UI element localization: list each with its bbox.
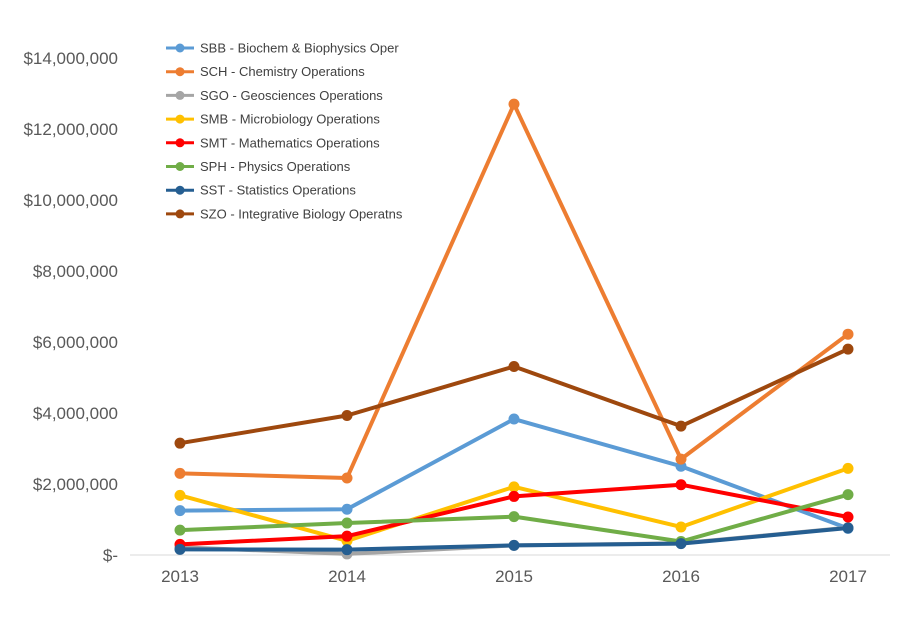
data-point (174, 467, 186, 479)
data-point (508, 481, 520, 493)
legend-swatch-marker (175, 43, 185, 53)
legend-item: SST - Statistics Operations (166, 183, 356, 198)
y-tick-label: $8,000,000 (33, 262, 118, 281)
y-tick-label: $14,000,000 (23, 49, 118, 68)
legend-label: SMT - Mathematics Operations (200, 135, 380, 150)
legend-swatch-marker (175, 162, 185, 171)
data-point (675, 538, 687, 550)
y-tick-label: $6,000,000 (33, 333, 118, 352)
data-point (341, 544, 353, 556)
y-tick-label: $2,000,000 (33, 475, 118, 494)
y-tick-label: $4,000,000 (33, 404, 118, 423)
data-point (174, 524, 186, 536)
legend-item: SBB - Biochem & Biophysics Oper (166, 41, 399, 56)
data-point (341, 517, 353, 529)
legend-item: SPH - Physics Operations (166, 159, 351, 174)
legend-label: SBB - Biochem & Biophysics Oper (200, 41, 399, 56)
data-point (842, 462, 854, 474)
legend-item: SZO - Integrative Biology Operatns (166, 206, 403, 221)
data-point (174, 543, 186, 555)
legend-swatch-marker (175, 114, 185, 124)
data-point (842, 522, 854, 534)
data-point (508, 413, 520, 425)
legend-label: SZO - Integrative Biology Operatns (200, 206, 403, 221)
y-tick-labels: $- $2,000,000 $4,000,000 $6,000,000 $8,000,0… (23, 49, 118, 565)
x-tick-label: 2014 (328, 567, 366, 586)
data-point (675, 420, 687, 432)
x-tick-labels: 2013 2014 2015 2016 2017 (161, 567, 867, 586)
x-tick-label: 2013 (161, 567, 199, 586)
legend-item: SMB - Microbiology Operations (166, 112, 380, 127)
legend: SBB - Biochem & Biophysics Oper SCH - Che… (166, 41, 403, 221)
data-point (341, 530, 353, 542)
series-line (178, 466, 850, 543)
legend-item: SMT - Mathematics Operations (166, 135, 380, 150)
data-point (174, 437, 186, 449)
y-tick-label: $12,000,000 (23, 120, 118, 139)
data-point (508, 539, 520, 551)
data-point (174, 505, 186, 517)
data-point (508, 511, 520, 523)
legend-item: SGO - Geosciences Operations (166, 88, 383, 103)
y-tick-label: $- (103, 546, 118, 565)
legend-swatch-marker (175, 90, 185, 100)
legend-swatch-marker (175, 185, 185, 195)
legend-swatch-marker (175, 209, 185, 219)
legend-swatch-marker (175, 138, 185, 148)
x-tick-label: 2015 (495, 567, 533, 586)
data-point (675, 453, 687, 465)
data-point (675, 521, 687, 533)
legend-swatch-marker (175, 67, 185, 77)
data-point (842, 328, 854, 340)
x-tick-label: 2016 (662, 567, 700, 586)
data-point (508, 360, 520, 372)
legend-label: SCH - Chemistry Operations (200, 64, 365, 79)
data-point (508, 490, 520, 502)
series-lines (174, 98, 854, 560)
legend-label: SPH - Physics Operations (200, 159, 351, 174)
data-point (174, 489, 186, 501)
series (174, 489, 854, 548)
legend-item: SCH - Chemistry Operations (166, 64, 365, 79)
data-point (842, 511, 854, 523)
data-point (341, 503, 353, 515)
data-point (842, 489, 854, 501)
legend-label: SMB - Microbiology Operations (200, 112, 380, 127)
y-tick-label: $10,000,000 (23, 191, 118, 210)
series (174, 343, 854, 449)
series (174, 98, 854, 484)
data-point (675, 479, 687, 491)
legend-label: SST - Statistics Operations (200, 183, 356, 198)
data-point (341, 409, 353, 421)
data-point (508, 98, 520, 110)
legend-label: SGO - Geosciences Operations (200, 88, 383, 103)
data-point (842, 343, 854, 355)
series (174, 522, 854, 556)
data-point (341, 472, 353, 484)
x-tick-label: 2017 (829, 567, 867, 586)
